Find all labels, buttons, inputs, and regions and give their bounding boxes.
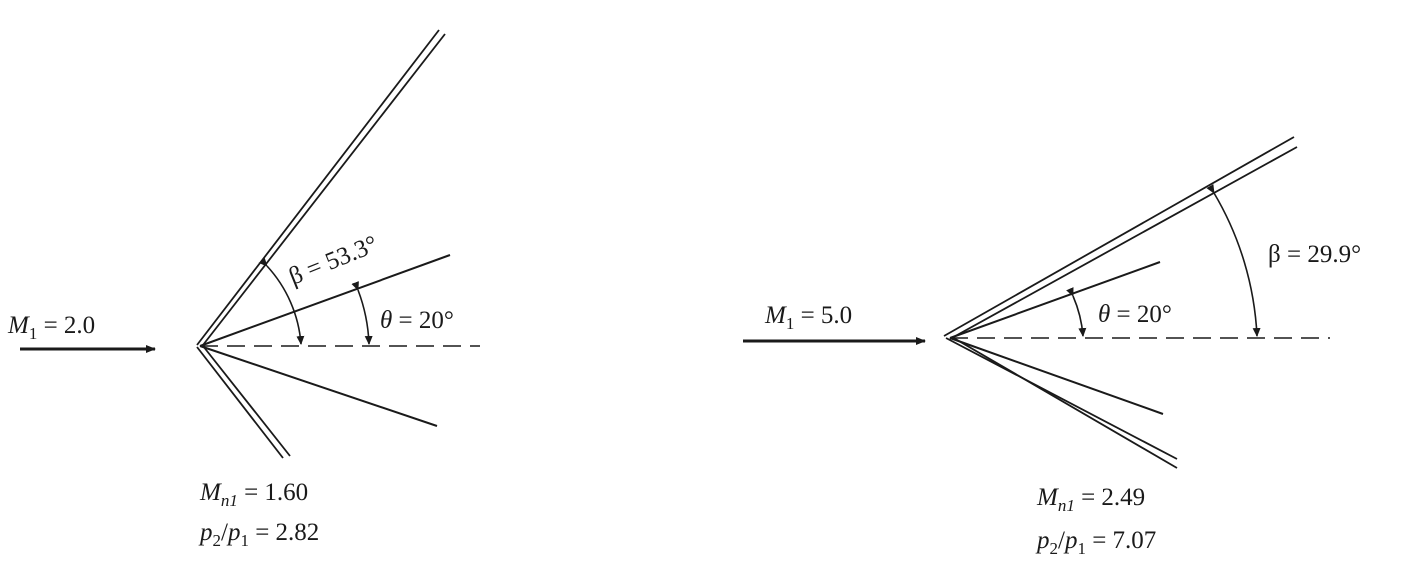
panel-left: M1 = 2.0 β = 53.3° θ = 20° Mn1 = 1.60 p2… — [7, 29, 480, 550]
wedge-lower-surface — [949, 337, 1164, 415]
pressure-ratio-label: p2/p1 = 7.07 — [1035, 527, 1156, 558]
beta-angle-arc — [258, 257, 305, 345]
pressure-ratio-label: p2/p1 = 2.82 — [198, 519, 319, 550]
normal-mach-label: Mn1 = 2.49 — [1036, 484, 1145, 515]
theta-angle-arc — [351, 281, 373, 345]
deflection-angle-label: θ = 20° — [1098, 301, 1172, 328]
upper-shock-wave — [943, 136, 1298, 340]
wedge-upper-surface — [949, 261, 1161, 339]
lower-shock-wave — [945, 336, 1178, 469]
panel-right: M1 = 5.0 β = 29.9° θ = 20° Mn1 = 2.49 p2… — [743, 136, 1361, 558]
inflow-mach-label: M1 = 5.0 — [764, 302, 852, 333]
wedge-lower-surface — [199, 345, 438, 427]
inflow-mach-label: M1 = 2.0 — [7, 312, 95, 343]
normal-mach-label: Mn1 = 1.60 — [199, 479, 308, 510]
wave-angle-label: β = 29.9° — [1268, 241, 1361, 268]
wave-angle-label: β = 53.3° — [285, 231, 381, 291]
deflection-angle-label: θ = 20° — [380, 307, 454, 334]
lower-shock-wave — [196, 345, 291, 459]
wedge-upper-surface — [199, 254, 451, 347]
upper-shock-wave — [196, 29, 446, 346]
beta-angle-arc — [1206, 184, 1261, 337]
theta-angle-arc — [1066, 287, 1087, 337]
